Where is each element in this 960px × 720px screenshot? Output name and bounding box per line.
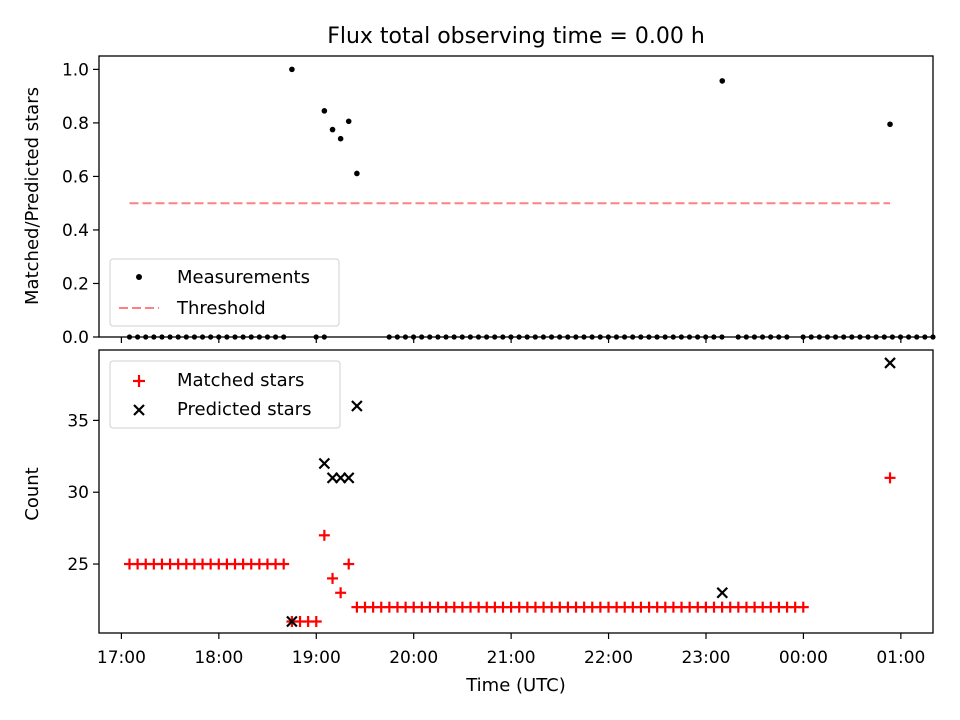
bottom-xtick-label: 22:00 — [584, 648, 633, 668]
bottom-x-ticks: 17:00 18:00 19:00 20:00 21:00 22:00 23:00 00:00… — [97, 633, 925, 668]
bottom-ytick-label: 35 — [67, 411, 89, 431]
top-ytick-label: 0.4 — [62, 221, 89, 241]
bottom-xtick-label: 18:00 — [194, 648, 243, 668]
legend-matched-marker — [133, 375, 145, 387]
measurement-point — [887, 121, 893, 128]
top-ytick-label: 0.2 — [62, 274, 89, 294]
measurement-point — [329, 126, 336, 133]
matched-star-marker — [318, 529, 330, 541]
predicted-star-marker — [351, 400, 363, 412]
bottom-ytick-label: 30 — [67, 483, 89, 503]
bottom-y-ticks: 25 30 35 — [67, 411, 99, 575]
predicted-star-marker — [286, 615, 298, 628]
matched-star-marker — [310, 616, 322, 628]
measurement-point — [337, 135, 344, 142]
bottom-xtick-label: 17:00 — [97, 648, 146, 668]
top-ytick-label: 0.6 — [62, 167, 89, 187]
top-ytick-label: 0.8 — [62, 114, 89, 134]
measurement-point — [289, 66, 295, 73]
bottom-xtick-label: 21:00 — [487, 648, 536, 668]
matched-star-marker — [343, 558, 355, 570]
predicted-star-marker — [884, 357, 896, 369]
bottom-xtick-label: 23:00 — [681, 648, 730, 668]
top-legend-box — [109, 258, 340, 327]
bottom-axes-frame — [98, 349, 934, 634]
matched-star-marker — [327, 572, 339, 584]
matched-star-marker — [335, 587, 347, 599]
bottom-legend-box — [109, 360, 341, 429]
top-y-ticks: 0.0 0.2 0.4 0.6 0.8 1.0 — [62, 60, 99, 348]
legend-predicted-marker — [133, 404, 145, 416]
top-ylabel: Matched/Predicted stars — [22, 87, 43, 305]
legend-measurements-label: Measurements — [177, 267, 310, 288]
matched-star-marker — [797, 601, 809, 613]
legend-threshold-label: Threshold — [176, 298, 266, 319]
bottom-xtick-label: 00:00 — [779, 648, 828, 668]
measurement-point — [354, 170, 360, 177]
bottom-xtick-label: 20:00 — [389, 648, 438, 668]
top-ytick-label: 1.0 — [62, 60, 89, 80]
bottom-xlabel: Time (UTC) — [465, 675, 566, 696]
measurement-point — [321, 108, 328, 114]
top-legend: Measurements Threshold — [109, 258, 340, 327]
legend-measurements-marker — [136, 274, 142, 280]
bottom-ytick-label: 25 — [67, 555, 89, 575]
legend-matched-label: Matched stars — [177, 370, 304, 391]
legend-predicted-label: Predicted stars — [177, 399, 311, 420]
bottom-points — [123, 357, 896, 628]
chart-title: Flux total observing time = 0.00 h — [327, 24, 705, 49]
measurement-point — [719, 78, 726, 84]
top-axes-frame — [98, 55, 934, 338]
matched-star-marker — [884, 472, 896, 484]
predicted-star-marker — [318, 457, 331, 470]
matched-star-marker — [278, 558, 290, 570]
bottom-legend: Matched stars Predicted stars — [109, 360, 341, 429]
measurement-point — [345, 118, 352, 125]
bottom-xtick-label: 19:00 — [292, 648, 341, 668]
bottom-panel: 25 30 35 17:00 18:00 19:00 20:00 21:00 22:00 23:… — [22, 349, 934, 696]
bottom-xtick-label: 01:00 — [876, 648, 925, 668]
top-panel: 0.0 0.2 0.4 0.6 0.8 1.0 Matched/Predicted sta… — [22, 55, 936, 348]
top-ytick-label: 0.0 — [62, 328, 89, 348]
predicted-star-marker — [716, 586, 729, 599]
bottom-ylabel: Count — [22, 467, 43, 520]
predicted-star-marker — [342, 472, 355, 484]
